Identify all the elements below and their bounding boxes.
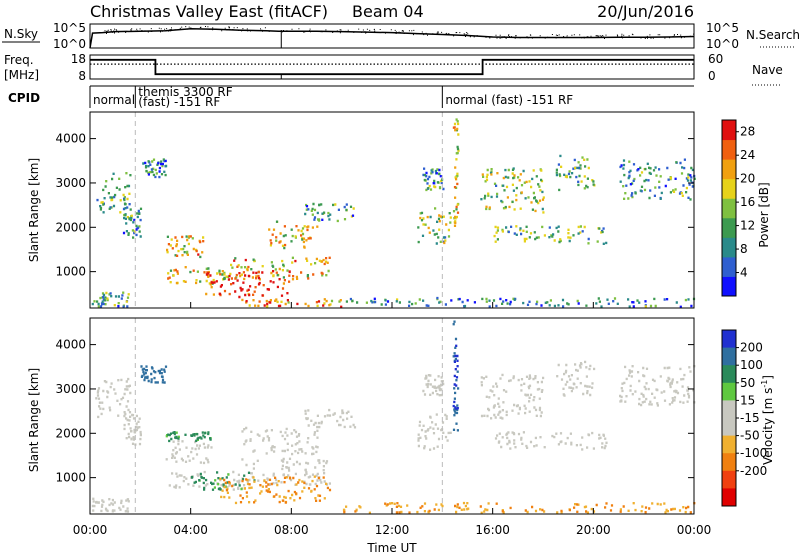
cpid-label: CPID xyxy=(8,91,40,105)
nsky-tick-bottom: 10^0 xyxy=(53,37,86,51)
x-tick-label: 16:00 xyxy=(475,523,510,537)
velocity-colorbar-segment xyxy=(722,365,736,384)
power-colorbar-segment xyxy=(722,256,736,277)
nsky-line xyxy=(89,28,695,49)
figure-title: Christmas Valley East (fitACF) xyxy=(90,2,328,21)
scatter-cells xyxy=(91,154,694,308)
cpid-segment-label: normal (fast) -151 RF xyxy=(445,93,573,107)
nave-label: Nave xyxy=(752,63,783,77)
velocity-colorbar-label: Velocity [m s-1] xyxy=(760,375,775,465)
x-tick-label: 00:00 xyxy=(73,523,108,537)
y-tick-label: 3000 xyxy=(55,176,86,190)
velocity-colorbar-segment xyxy=(722,400,736,419)
freq-tick-top: 18 xyxy=(71,52,86,66)
freq-unit-label: [MHz] xyxy=(4,68,39,82)
power-colorbar-label: Power [dB] xyxy=(757,182,771,247)
cpid-segment-label-2: (fast) -151 RF xyxy=(138,95,220,109)
power-colorbar-segment xyxy=(722,120,736,141)
nsky-label: N.Sky xyxy=(4,27,38,41)
y-tick-label: 4000 xyxy=(55,132,86,146)
freq-tick-bottom: 8 xyxy=(78,69,86,83)
power-colorbar-segment xyxy=(722,276,736,297)
velocity-ylabel: Slant Range [km] xyxy=(27,368,41,472)
nsky-panel: N.Sky 10^5 10^0 10^5 10^0 N.Search xyxy=(2,21,800,51)
power-colorbar-segment xyxy=(722,178,736,199)
y-tick-label: 3000 xyxy=(55,382,86,396)
velocity-colorbar-tick: -50 xyxy=(740,429,760,443)
nsearch-points xyxy=(91,26,695,39)
power-colorbar-tick: 8 xyxy=(740,242,748,256)
scatter-cells xyxy=(197,253,343,308)
velocity-colorbar-segment xyxy=(722,347,736,366)
power-colorbar-tick: 20 xyxy=(740,172,755,186)
y-tick-label: 1000 xyxy=(55,265,86,279)
velocity-colorbar-tick: 15 xyxy=(740,393,755,407)
velocity-colorbar-tick: -200 xyxy=(740,464,767,478)
velocity-colorbar-tick: -100 xyxy=(740,446,767,460)
velocity-colorbar-segment xyxy=(722,418,736,437)
velocity-colorbar-tick: -15 xyxy=(740,411,760,425)
power-colorbar-tick: 12 xyxy=(740,219,755,233)
y-tick-label: 4000 xyxy=(55,338,86,352)
power-colorbar-segment xyxy=(722,198,736,219)
power-colorbar-segment xyxy=(722,237,736,258)
x-tick-label: 20:00 xyxy=(576,523,611,537)
time-axis-label: Time UT xyxy=(366,541,417,554)
date-label: 20/Jun/2016 xyxy=(597,2,694,21)
velocity-colorbar-segment xyxy=(722,435,736,454)
power-colorbar-segment xyxy=(722,159,736,180)
nave-tick-bottom: 0 xyxy=(708,69,716,83)
velocity-colorbar-tick: 50 xyxy=(740,376,755,390)
power-colorbar-segment xyxy=(722,139,736,160)
freq-panel: Freq. [MHz] 18 8 60 0 Nave xyxy=(4,52,783,86)
cpid-segment-label: themis 3300 RF xyxy=(138,85,232,99)
y-tick-label: 1000 xyxy=(55,471,86,485)
velocity-colorbar-segment xyxy=(722,330,736,349)
scatter-cells xyxy=(167,431,256,491)
power-colorbar-tick: 4 xyxy=(740,266,748,280)
freq-label: Freq. xyxy=(4,53,34,67)
velocity-panel: Slant Range [km] 1000 2000 3000 4000 00:00 0… xyxy=(27,302,775,554)
scatter-cells xyxy=(452,344,459,410)
nsearch-label: N.Search xyxy=(746,28,800,42)
freq-line xyxy=(90,58,694,76)
velocity-colorbar-segment xyxy=(722,453,736,472)
x-tick-label: 04:00 xyxy=(173,523,208,537)
x-tick-label: 00:00 xyxy=(677,523,712,537)
nsearch-tick-bottom: 10^0 xyxy=(706,37,739,51)
power-colorbar-tick: 24 xyxy=(740,148,755,162)
nsearch-tick-top: 10^5 xyxy=(706,21,739,35)
power-ylabel: Slant Range [km] xyxy=(27,158,41,262)
y-tick-label: 2000 xyxy=(55,220,86,234)
nsky-tick-top: 10^5 xyxy=(53,21,86,35)
velocity-colorbar-segment xyxy=(722,488,736,507)
velocity-colorbar-tick: 200 xyxy=(740,341,763,355)
y-tick-label: 2000 xyxy=(55,426,86,440)
velocity-colorbar-tick: 100 xyxy=(740,358,763,372)
x-tick-label: 12:00 xyxy=(375,523,410,537)
velocity-colorbar-segment xyxy=(722,470,736,489)
scatter-cells xyxy=(223,476,696,514)
nave-tick-top: 60 xyxy=(708,52,723,66)
power-colorbar-tick: 16 xyxy=(740,195,755,209)
power-panel: Slant Range [km] 1000 2000 3000 4000 4 8 12 16… xyxy=(27,111,771,309)
x-tick-label: 08:00 xyxy=(274,523,309,537)
velocity-colorbar-segment xyxy=(722,382,736,401)
beam-label: Beam 04 xyxy=(352,2,424,21)
power-colorbar-tick: 28 xyxy=(740,125,755,139)
power-colorbar-segment xyxy=(722,217,736,238)
cpid-segment-label: normal xyxy=(93,93,135,107)
